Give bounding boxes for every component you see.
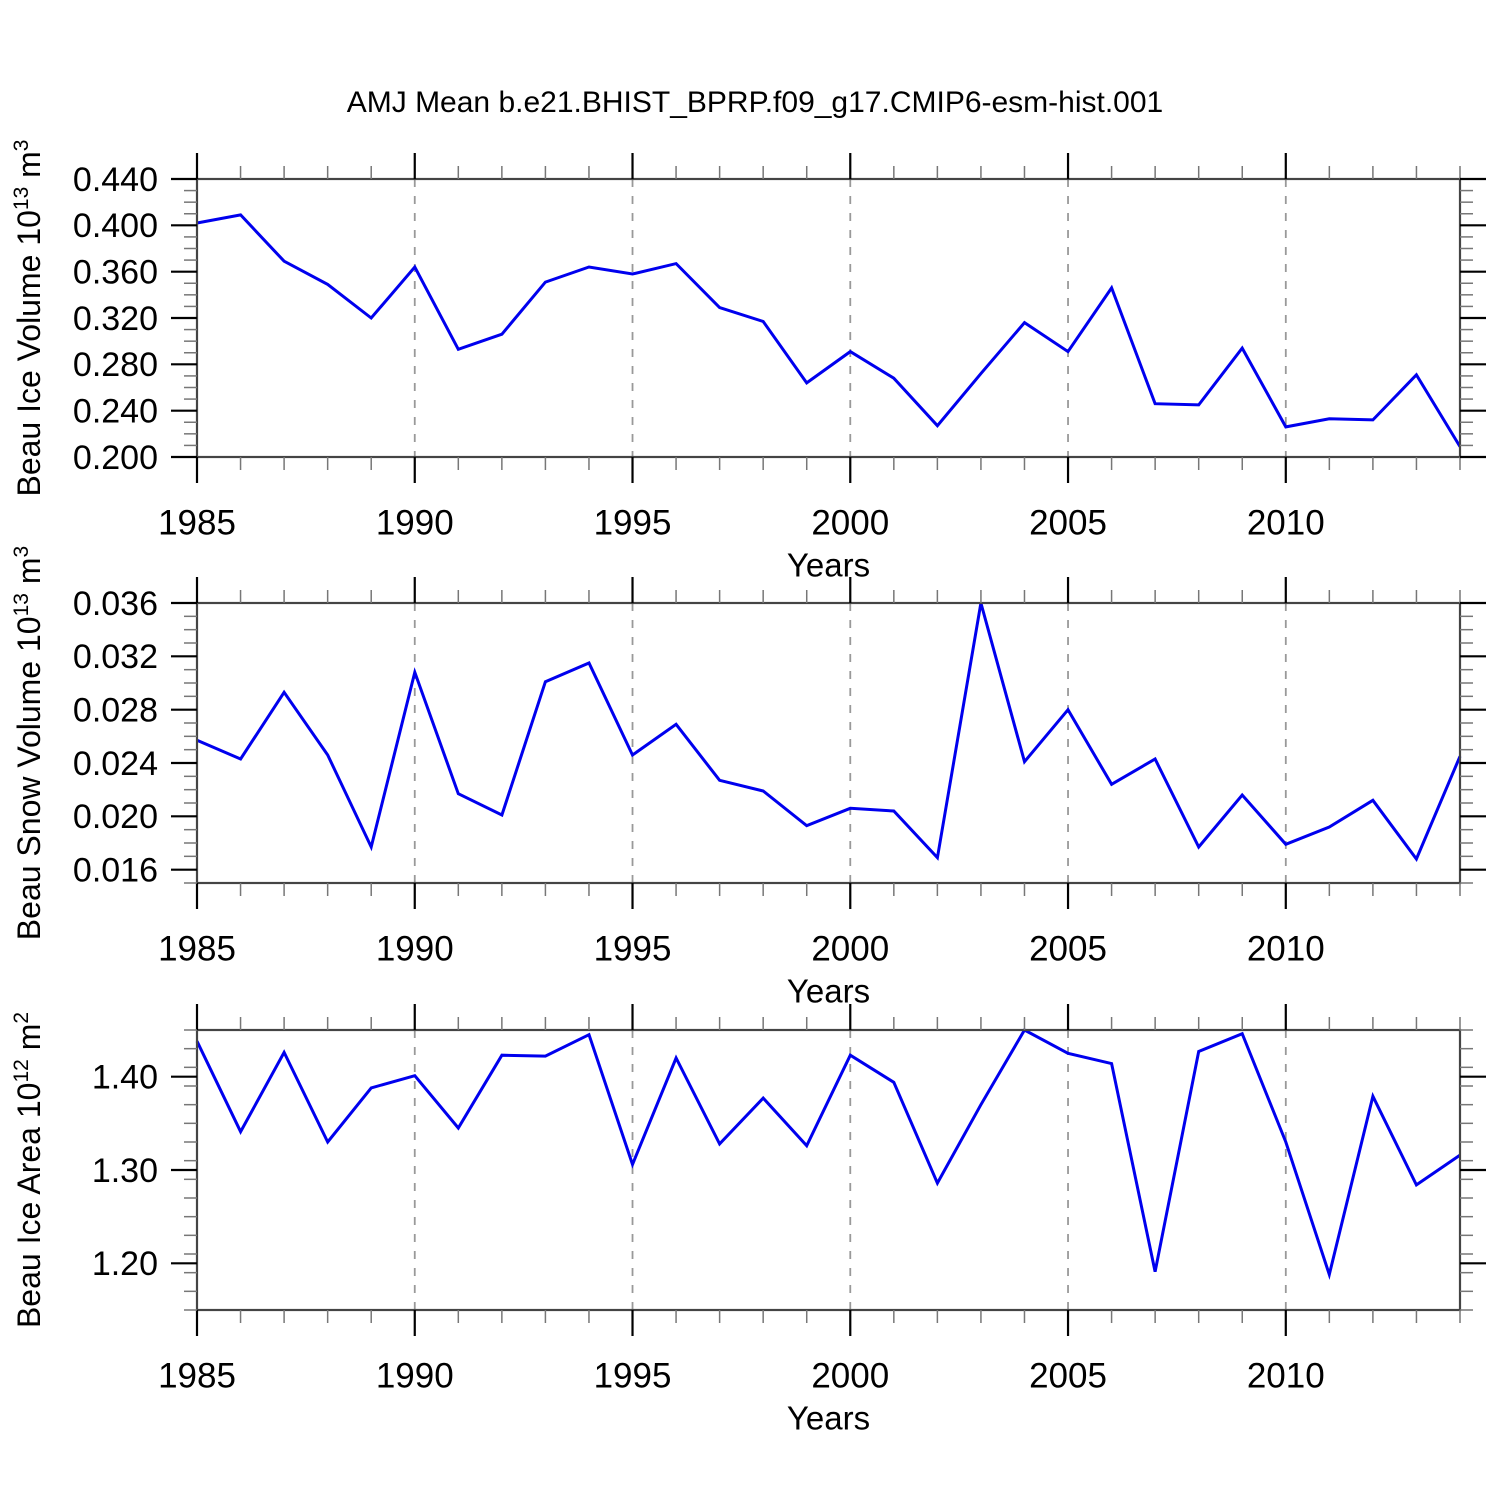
y-tick-label: 0.240 (73, 393, 158, 431)
beau-ice-volume-line (196, 213, 1462, 448)
y-tick-label: 0.360 (73, 254, 158, 292)
y-tick-label: 0.400 (73, 207, 158, 245)
x-tick-label: 2005 (1029, 503, 1107, 542)
x-tick-label: 1990 (376, 1356, 454, 1395)
x-tick-label: 2005 (1029, 929, 1107, 968)
chart-beau-ice-volume: 0.200 0.240 0.280 0.320 0.360 0.400 0.440 1985 1… (10, 139, 1486, 584)
y-axis-title: Beau Snow Volume 1013 m3 (10, 546, 47, 940)
y-tick-label: 1.30 (92, 1152, 158, 1190)
y-axis-title: Beau Ice Area 1012 m2 (10, 1012, 47, 1328)
x-axis-title: Years (787, 547, 870, 584)
x-tick-label: 1985 (158, 1356, 236, 1395)
x-tick-label: 1990 (376, 929, 454, 968)
y-tick-label: 0.032 (73, 638, 158, 676)
y-tick-label: 0.024 (73, 745, 158, 783)
plot-frame (195, 601, 1462, 885)
y-tick-label: 0.028 (73, 692, 158, 730)
x-tick-label: 1990 (376, 503, 454, 542)
x-tick-label: 1995 (594, 1356, 672, 1395)
x-tick-label: 1995 (594, 929, 672, 968)
plot-frame (195, 177, 1462, 459)
x-tick-label: 2000 (811, 929, 889, 968)
y-tick-label: 0.016 (73, 852, 158, 890)
y-tick-label: 0.200 (73, 439, 158, 477)
x-tick-label: 2010 (1247, 929, 1325, 968)
x-tick-label: 1985 (158, 503, 236, 542)
x-tick-label: 2000 (811, 1356, 889, 1395)
y-tick-label: 0.440 (73, 161, 158, 199)
x-axis-title: Years (787, 1400, 870, 1437)
plot-frame (195, 1028, 1462, 1312)
y-tick-label: 0.280 (73, 346, 158, 384)
chart-beau-snow-volume: 0.016 0.020 0.024 0.028 0.032 0.036 1985 1990 19… (10, 546, 1486, 1010)
y-tick-label: 0.036 (73, 585, 158, 623)
x-tick-label: 1995 (594, 503, 672, 542)
y-tick-label: 0.320 (73, 300, 158, 338)
x-tick-label: 2010 (1247, 1356, 1325, 1395)
beau-snow-volume-line (196, 602, 1462, 862)
y-tick-label: 1.40 (92, 1059, 158, 1097)
y-tick-label: 0.020 (73, 798, 158, 836)
figure-title: AMJ Mean b.e21.BHIST_BPRP.f09_g17.CMIP6-… (346, 86, 1164, 119)
x-axis-title: Years (787, 973, 870, 1010)
y-axis-title: Beau Ice Volume 1013 m3 (10, 139, 47, 496)
x-tick-label: 1985 (158, 929, 236, 968)
beau-ice-area-line (195, 1027, 1461, 1280)
y-tick-label: 1.20 (92, 1245, 158, 1283)
x-tick-label: 2010 (1247, 503, 1325, 542)
x-tick-label: 2000 (811, 503, 889, 542)
chart-beau-ice-area: 1.20 1.30 1.40 1985 1990 1995 2000 2005 2010 Year… (10, 1004, 1486, 1437)
x-tick-label: 2005 (1029, 1356, 1107, 1395)
